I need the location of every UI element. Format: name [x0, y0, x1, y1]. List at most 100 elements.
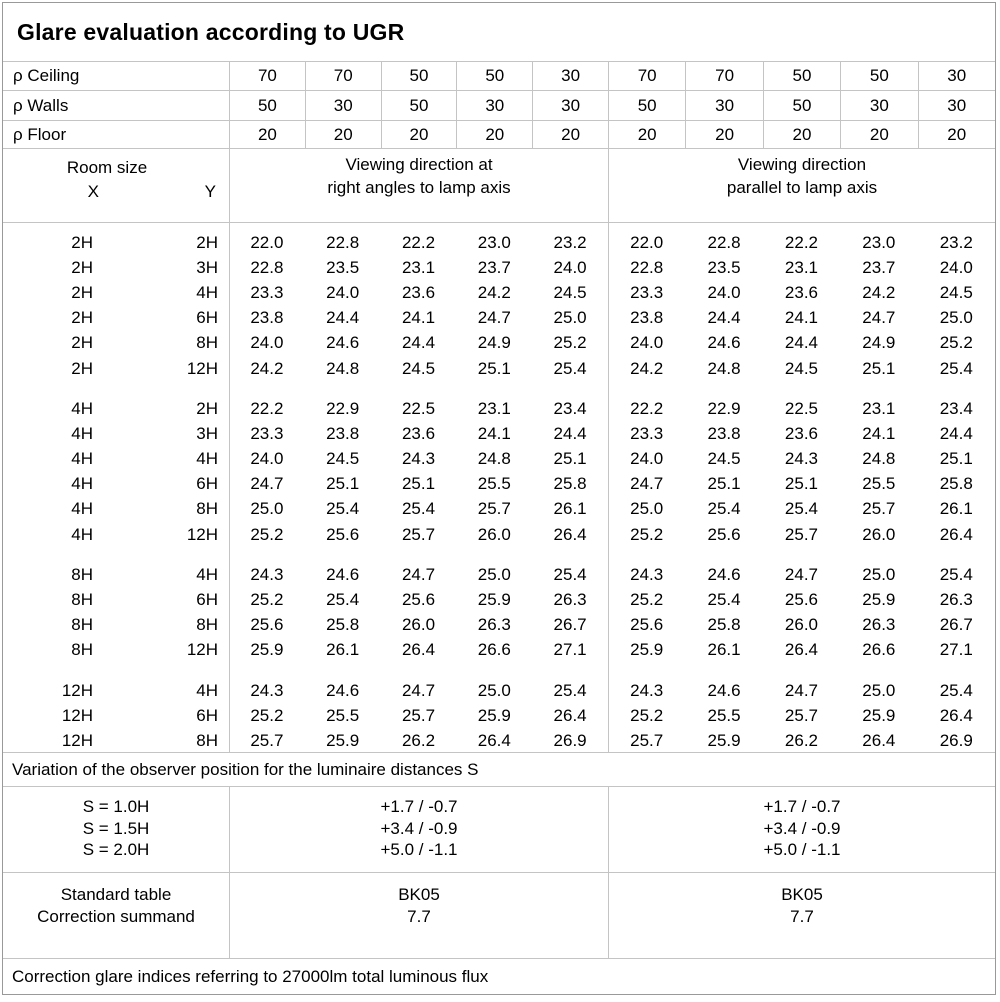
ugr-table-row: 12H 4H 24.3 24.6 24.7 25.0 25.4 24.3 24.6 24.7 25.…: [3, 678, 995, 703]
ugr-value-right-angles: 23.5: [326, 257, 360, 277]
variation-value: +1.7 / -0.7: [380, 797, 458, 816]
ugr-value-parallel: 26.1: [939, 499, 973, 519]
ugr-value-right-angles: 24.0: [250, 333, 284, 353]
ugr-value-right-angles: 25.7: [401, 524, 436, 544]
ugr-table-row: 2H 8H 24.0 24.6 24.4 24.9 25.2 24.0 24.6 24.4 24.9…: [3, 331, 995, 356]
ugr-value-right-angles: 24.4: [326, 308, 360, 328]
ugr-value-parallel: 23.3: [630, 423, 664, 443]
grid-divider-line: [608, 223, 609, 752]
reflectance-value: 30: [532, 62, 608, 90]
ugr-value-right-angles: 25.5: [326, 705, 360, 725]
ugr-table-row: 4H 4H 24.0 24.5 24.3 24.8 25.1 24.0 24.5 24.3 24.8…: [3, 447, 995, 472]
reflectance-value: 20: [685, 121, 762, 148]
room-size-y: 4H: [196, 680, 218, 700]
ugr-value-right-angles: 24.0: [553, 257, 587, 277]
ugr-value-right-angles: 26.3: [477, 615, 511, 635]
ugr-value-parallel: 22.0: [630, 232, 664, 252]
ugr-table-row: 2H 6H 23.8 24.4 24.1 24.7 25.0 23.8 24.4 24.1 24.7…: [3, 306, 995, 331]
room-size-x: 2H: [71, 257, 93, 277]
ugr-table-row: 4H 12H 25.2 25.6 25.7 26.0 26.4 25.2 25.6 25.7 26.…: [3, 522, 995, 547]
parallel-group-header: Viewing direction parallel to lamp axis: [608, 149, 995, 222]
parallel-header-line2: parallel to lamp axis: [726, 178, 878, 197]
ugr-data-area: 2H 2H 22.0 22.8 22.2 23.0 23.2 22.0 22.8 22.2 23.0…: [3, 222, 995, 752]
summary-parallel-cell: BK05 7.7: [608, 873, 995, 958]
page-title: Glare evaluation according to UGR: [17, 18, 405, 45]
ugr-value-right-angles: 25.2: [250, 524, 284, 544]
ugr-value-parallel: 24.5: [939, 282, 973, 302]
ugr-value-parallel: 24.4: [939, 423, 973, 443]
ugr-value-parallel: 26.4: [862, 730, 896, 750]
ugr-value-right-angles: 22.9: [326, 398, 360, 418]
ugr-value-right-angles: 23.8: [326, 423, 360, 443]
rho-walls-row: ρ Walls 50 30 50 30 30 50 30 50 30 30: [3, 90, 995, 120]
ugr-value-right-angles: 23.1: [401, 257, 436, 277]
ugr-value-right-angles: 26.4: [477, 730, 511, 750]
ugr-value-parallel: 25.8: [939, 474, 973, 494]
footer-note-row: Correction glare indices referring to 27…: [3, 958, 995, 994]
parallel-header-line1: Viewing direction: [737, 155, 867, 174]
room-size-y: 6H: [196, 308, 218, 328]
reflectance-row-label: ρ Walls: [13, 95, 69, 115]
ugr-value-right-angles: 25.9: [250, 640, 284, 660]
reflectance-value: 20: [304, 121, 381, 148]
room-size-x: 2H: [71, 282, 93, 302]
ugr-value-parallel: 24.4: [707, 308, 741, 328]
reflectance-value: 30: [532, 91, 608, 120]
ugr-value-right-angles: 25.0: [477, 680, 511, 700]
room-size-y: 8H: [196, 615, 218, 635]
room-size-x: 4H: [71, 524, 93, 544]
ugr-value-parallel: 25.2: [939, 333, 973, 353]
ugr-value-right-angles: 23.6: [401, 282, 436, 302]
reflectance-value: 70: [685, 62, 762, 90]
room-size-x: 8H: [71, 590, 93, 610]
reflectance-value: 50: [840, 62, 917, 90]
ugr-value-parallel: 25.4: [707, 499, 741, 519]
reflectance-value: 20: [607, 121, 685, 148]
ugr-value-right-angles: 24.0: [326, 282, 360, 302]
ugr-value-parallel: 25.5: [862, 474, 896, 494]
ugr-value-right-angles: 25.0: [553, 308, 587, 328]
xy-header-row: X Y: [3, 180, 229, 204]
ugr-value-parallel: 25.4: [707, 590, 741, 610]
ugr-value-parallel: 24.8: [707, 358, 741, 378]
ugr-value-right-angles: 23.2: [553, 232, 587, 252]
ugr-value-parallel: 24.3: [784, 449, 818, 469]
ugr-value-parallel: 23.2: [939, 232, 973, 252]
room-size-group: 2H 2H 22.0 22.8 22.2 23.0 23.2 22.0 22.8 22.2 23.0…: [3, 230, 995, 381]
room-size-y: 2H: [196, 398, 218, 418]
reflectance-row-label: ρ Floor: [13, 124, 67, 144]
ugr-value-right-angles: 24.2: [477, 282, 511, 302]
room-size-y: 8H: [196, 499, 218, 519]
ugr-value-right-angles: 24.1: [401, 308, 436, 328]
ugr-value-right-angles: 25.2: [553, 333, 587, 353]
column-header-x: X: [87, 182, 99, 201]
ugr-value-parallel: 25.2: [630, 590, 664, 610]
observer-variation-section: S = 1.0H S = 1.5H S = 2.0H +1.7 / -0.7 +…: [3, 786, 995, 872]
room-size-y: 4H: [196, 564, 218, 584]
ugr-value-parallel: 25.4: [939, 564, 973, 584]
ugr-value-parallel: 25.9: [630, 640, 664, 660]
ugr-value-parallel: 26.4: [939, 524, 973, 544]
ugr-value-right-angles: 23.8: [250, 308, 284, 328]
ugr-value-parallel: 25.5: [707, 705, 741, 725]
ugr-value-parallel: 26.0: [784, 615, 818, 635]
ugr-value-right-angles: 24.3: [401, 449, 436, 469]
ugr-value-right-angles: 24.6: [326, 564, 360, 584]
summary-right-angles-cell: BK05 7.7: [229, 873, 608, 958]
reflectance-value: 30: [456, 91, 532, 120]
ugr-value-parallel: 26.4: [939, 705, 973, 725]
ugr-value-parallel: 22.2: [630, 398, 664, 418]
ugr-value-parallel: 24.3: [630, 680, 664, 700]
grid-divider-line: [229, 223, 230, 752]
room-size-label: Room size: [66, 158, 148, 177]
room-size-y: 2H: [196, 232, 218, 252]
ugr-value-parallel: 25.9: [707, 730, 741, 750]
summary-labels-cell: Standard table Correction summand: [3, 873, 229, 958]
ugr-value-right-angles: 24.5: [401, 358, 436, 378]
ugr-value-right-angles: 23.0: [477, 232, 511, 252]
ugr-value-right-angles: 25.2: [250, 705, 284, 725]
correction-summand-value: 7.7: [407, 907, 431, 926]
ugr-value-parallel: 24.7: [630, 474, 664, 494]
ugr-table-row: 4H 8H 25.0 25.4 25.4 25.7 26.1 25.0 25.4 25.4 25.7…: [3, 497, 995, 522]
ugr-value-right-angles: 25.6: [401, 590, 436, 610]
